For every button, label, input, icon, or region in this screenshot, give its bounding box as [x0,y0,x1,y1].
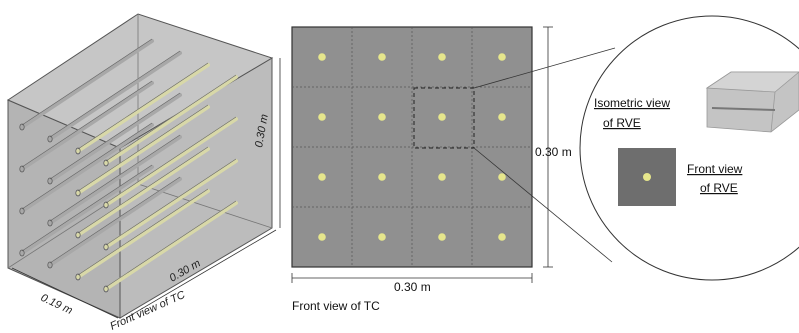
fiber-rod [76,189,210,279]
fiber-rod-edge [77,146,209,234]
fiber-rod-edge [77,188,209,276]
fiber-rod-cap [103,285,109,293]
fiber-rod [48,93,182,183]
zoom-connector-bottom [473,147,613,263]
fiber-rod [48,135,182,225]
zoom-connector-top [473,47,616,89]
front-height-label: 0.30 m [535,145,572,159]
rve-zoom: Isometric view of RVE Front view of RVE [473,15,799,281]
fiber-rod-cap [75,189,81,197]
isometric-tc-view: 0.30 m 0.19 m 0.30 m Front view of TC [6,13,281,333]
fiber-rod-cap [47,177,53,185]
fiber-rod [20,39,154,129]
fiber-rod-edge [21,164,153,252]
width-dimension-line [11,267,119,319]
fiber-dot [318,173,326,181]
fiber-rod [48,177,182,267]
fiber-rod-edge [49,134,181,222]
highlighted-rve-cell [413,87,475,149]
fiber-rod-edge [21,38,153,126]
front-fiber-dots [318,53,506,241]
fiber-dot [498,53,506,61]
fiber-rod-edge [105,158,237,246]
fiber-rod-edge [77,62,209,150]
fiber-dot [318,113,326,121]
fiber-rod-edge [77,104,209,192]
front-width-label: 0.30 m [394,280,431,294]
fiber-rod [20,81,154,171]
fiber-rods [19,38,238,293]
fiber-rod-edge [105,200,237,288]
fiber-rod [76,63,210,153]
fiber-dot [318,53,326,61]
front-caption: Front view of TC [292,299,380,313]
rve-box-edge [770,91,776,133]
fiber-rod-cap [19,207,25,215]
fiber-dot [438,113,446,121]
fiber-rod-cap [19,249,25,257]
fiber-rod-edge [49,92,181,180]
rve-iso-label-line2: of RVE [603,116,641,130]
fiber-rod-edge [49,50,181,138]
front-tc-view: 0.30 m 0.30 m Front view of TC [291,26,572,313]
fiber-rod-edge [21,80,153,168]
rve-iso-label-line1: Isometric view [594,96,670,110]
fiber-rod-cap [19,165,25,173]
fiber-rod [104,201,238,291]
fiber-dot [438,53,446,61]
fiber-dot [378,113,386,121]
fiber-rod-cap [19,123,25,131]
zoom-circle [579,15,799,281]
fiber-rod-cap [47,261,53,269]
fiber-dot [378,173,386,181]
iso-dimensions [11,58,281,319]
fiber-rod [104,75,238,165]
fiber-rod-cap [75,273,81,281]
rve-isometric-box [705,71,799,133]
fiber-rod [76,147,210,237]
fiber-rod-edge [105,116,237,204]
rve-front-fiber [643,173,651,181]
fiber-dot [498,173,506,181]
rve-front-label-line1: Front view [687,162,743,176]
fiber-rod [76,105,210,195]
fiber-rod-cap [103,243,109,251]
rve-box-fiber [711,107,776,111]
fiber-rod [104,117,238,207]
fiber-dot [498,233,506,241]
fiber-rod [104,159,238,249]
fiber-rod [48,51,182,141]
fiber-rod [20,165,154,255]
fiber-dot [378,53,386,61]
fiber-rod-edge [49,176,181,264]
iso-height-label: 0.30 m [253,113,271,148]
fiber-dot [438,173,446,181]
rve-front-label-line2: of RVE [700,181,738,195]
fiber-dot [498,113,506,121]
fiber-dot [378,233,386,241]
fiber-rod-cap [47,135,53,143]
fiber-rod-edge [21,122,153,210]
fiber-dot [438,233,446,241]
depth-dimension-line [125,229,277,319]
rve-box-top [705,71,799,93]
fiber-rod-cap [75,147,81,155]
fiber-dot [318,233,326,241]
fiber-rod-cap [47,219,53,227]
fiber-rod [20,123,154,213]
fiber-rod-edge [105,74,237,162]
fiber-rod-cap [103,159,109,167]
fiber-rod-cap [103,201,109,209]
fiber-rod-cap [75,231,81,239]
front-grid-lines [292,27,532,267]
